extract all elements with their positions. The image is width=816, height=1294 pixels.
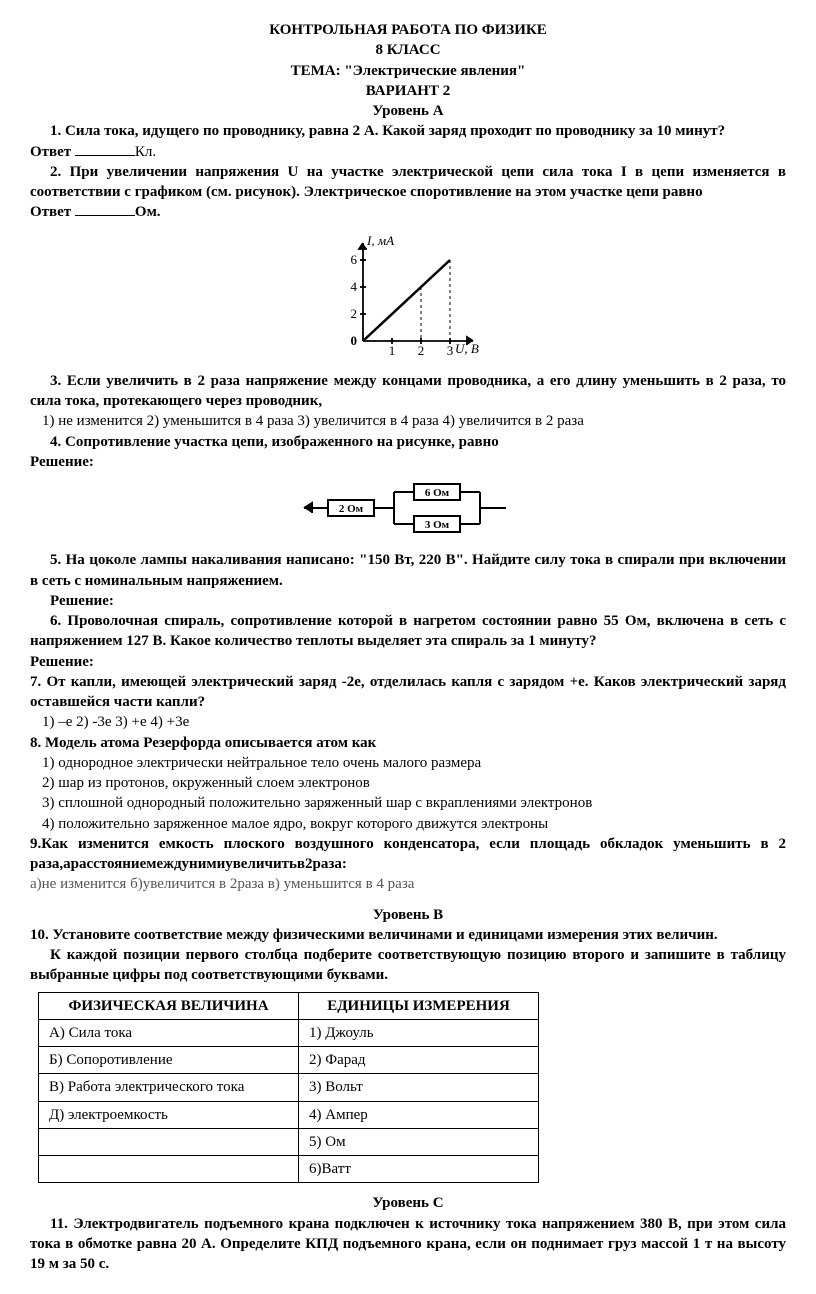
cell-r4: 5) Ом: [299, 1128, 539, 1155]
origin-zero: 0: [351, 333, 358, 348]
q1-answer-line: Ответ Кл.: [30, 142, 786, 162]
cell-l4: [39, 1128, 299, 1155]
q2-answer-line: Ответ Ом.: [30, 202, 786, 222]
table-row: В) Работа электрического тока3) Вольт: [39, 1074, 539, 1101]
iv-chart: I, мА U, В 2 4 6 0 1 2 3: [30, 231, 786, 367]
r2-label: 6 Ом: [425, 487, 450, 499]
level-a-title: Уровень А: [30, 101, 786, 121]
q5-text: На цоколе лампы накаливания написано: "1…: [30, 552, 786, 588]
q1-unit: Кл.: [135, 144, 156, 160]
q9-text: Как изменится емкость плоского воздушног…: [30, 836, 786, 872]
q8-opt3: 3) сплошной однородный положительно заря…: [30, 793, 786, 813]
q3-num: 3.: [50, 373, 61, 389]
q6-text: Проволочная спираль, сопротивление котор…: [30, 613, 786, 649]
cell-r3: 4) Ампер: [299, 1101, 539, 1128]
q8-num: 8.: [30, 735, 41, 751]
question-1: 1. Сила тока, идущего по проводнику, рав…: [30, 121, 786, 141]
question-6: 6. Проволочная спираль, сопротивление ко…: [30, 611, 786, 652]
q9-num: 9.: [30, 836, 41, 852]
q6-num: 6.: [50, 613, 61, 629]
q6-solution-label: Решение:: [30, 652, 786, 672]
q9-options: а)не изменится б)увеличится в 2раза в) у…: [30, 874, 786, 894]
table-row: А) Сила тока1) Джоуль: [39, 1019, 539, 1046]
xtick-1: 2: [418, 343, 425, 358]
question-2: 2. При увеличении напряжения U на участк…: [30, 162, 786, 203]
table-row: Б) Сопоротивление2) Фарад: [39, 1047, 539, 1074]
question-7: 7. От капли, имеющей электрический заряд…: [30, 672, 786, 713]
table-row: 6)Ватт: [39, 1156, 539, 1183]
q5-solution-label: Решение:: [30, 591, 786, 611]
xtick-0: 1: [389, 343, 396, 358]
question-8: 8. Модель атома Резерфорда описывается а…: [30, 733, 786, 753]
cell-r1: 2) Фарад: [299, 1047, 539, 1074]
q8-opt4: 4) положительно заряженное малое ядро, в…: [30, 814, 786, 834]
q2-num: 2.: [50, 164, 61, 180]
q2-unit: Ом.: [135, 204, 161, 220]
q11-num: 11.: [50, 1216, 68, 1232]
doc-title: КОНТРОЛЬНАЯ РАБОТА ПО ФИЗИКЕ: [30, 20, 786, 40]
table-row: 5) Ом: [39, 1128, 539, 1155]
cell-l1: Б) Сопоротивление: [39, 1047, 299, 1074]
question-5: 5. На цоколе лампы накаливания написано:…: [30, 550, 786, 591]
circuit-svg: 2 Ом 6 Ом 3 Ом: [298, 478, 518, 538]
r3-label: 3 Ом: [425, 519, 450, 531]
level-c-title: Уровень С: [30, 1193, 786, 1213]
q4-text: Сопротивление участка цепи, изображенног…: [65, 434, 499, 450]
q8-opt2: 2) шар из протонов, окруженный слоем эле…: [30, 773, 786, 793]
ytick-0: 2: [351, 306, 358, 321]
chart-x-label: U, В: [455, 341, 479, 356]
cell-r2: 3) Вольт: [299, 1074, 539, 1101]
q4-solution-label: Решение:: [30, 452, 786, 472]
q2-blank: [75, 202, 135, 216]
q1-num: 1.: [50, 123, 61, 139]
table-row: Д) электроемкость4) Ампер: [39, 1101, 539, 1128]
question-11: 11. Электродвигатель подъемного крана по…: [30, 1214, 786, 1275]
q8-text: Модель атома Резерфорда описывается атом…: [45, 735, 376, 751]
question-10: 10. Установите соответствие между физиче…: [30, 925, 786, 945]
doc-variant: ВАРИАНТ 2: [30, 81, 786, 101]
xtick-2: 3: [447, 343, 454, 358]
q8-opt1: 1) однородное электрически нейтральное т…: [30, 753, 786, 773]
q11-text: Электродвигатель подъемного крана подклю…: [30, 1216, 786, 1273]
circuit-diagram: 2 Ом 6 Ом 3 Ом: [30, 478, 786, 544]
question-9: 9.Как изменится емкость плоского воздушн…: [30, 834, 786, 875]
cell-l5: [39, 1156, 299, 1183]
r1-label: 2 Ом: [339, 503, 364, 515]
match-table: ФИЗИЧЕСКАЯ ВЕЛИЧИНА ЕДИНИЦЫ ИЗМЕРЕНИЯ А)…: [38, 992, 539, 1184]
iv-chart-svg: I, мА U, В 2 4 6 0 1 2 3: [323, 231, 493, 361]
level-b-title: Уровень В: [30, 905, 786, 925]
q1-answer-label: Ответ: [30, 144, 71, 160]
cell-r0: 1) Джоуль: [299, 1019, 539, 1046]
table-header-right: ЕДИНИЦЫ ИЗМЕРЕНИЯ: [299, 992, 539, 1019]
question-3: 3. Если увеличить в 2 раза напряжение ме…: [30, 371, 786, 412]
cell-r5: 6)Ватт: [299, 1156, 539, 1183]
q10-instruction: К каждой позиции первого столбца подбери…: [30, 945, 786, 986]
cell-l3: Д) электроемкость: [39, 1101, 299, 1128]
ytick-1: 4: [351, 279, 358, 294]
chart-y-label: I, мА: [366, 233, 394, 248]
q1-blank: [75, 142, 135, 156]
question-4: 4. Сопротивление участка цепи, изображен…: [30, 432, 786, 452]
cell-l2: В) Работа электрического тока: [39, 1074, 299, 1101]
q2-text: При увеличении напряжения U на участке э…: [30, 164, 786, 200]
doc-topic: ТЕМА: "Электрические явления": [30, 61, 786, 81]
q3-text: Если увеличить в 2 раза напряжение между…: [30, 373, 786, 409]
ytick-2: 6: [351, 252, 358, 267]
q4-num: 4.: [50, 434, 61, 450]
cell-l0: А) Сила тока: [39, 1019, 299, 1046]
q10-num: 10.: [30, 927, 49, 943]
q1-text: Сила тока, идущего по проводнику, равна …: [65, 123, 725, 139]
q7-text: От капли, имеющей электрический заряд -2…: [30, 674, 786, 710]
doc-grade: 8 КЛАСС: [30, 40, 786, 60]
q7-num: 7.: [30, 674, 41, 690]
q3-options: 1) не изменится 2) уменьшится в 4 раза 3…: [30, 411, 786, 431]
q2-answer-label: Ответ: [30, 204, 71, 220]
q7-options: 1) –e 2) -3e 3) +e 4) +3e: [30, 712, 786, 732]
table-header-left: ФИЗИЧЕСКАЯ ВЕЛИЧИНА: [39, 992, 299, 1019]
q10-text: Установите соответствие между физическим…: [53, 927, 718, 943]
q5-num: 5.: [50, 552, 61, 568]
